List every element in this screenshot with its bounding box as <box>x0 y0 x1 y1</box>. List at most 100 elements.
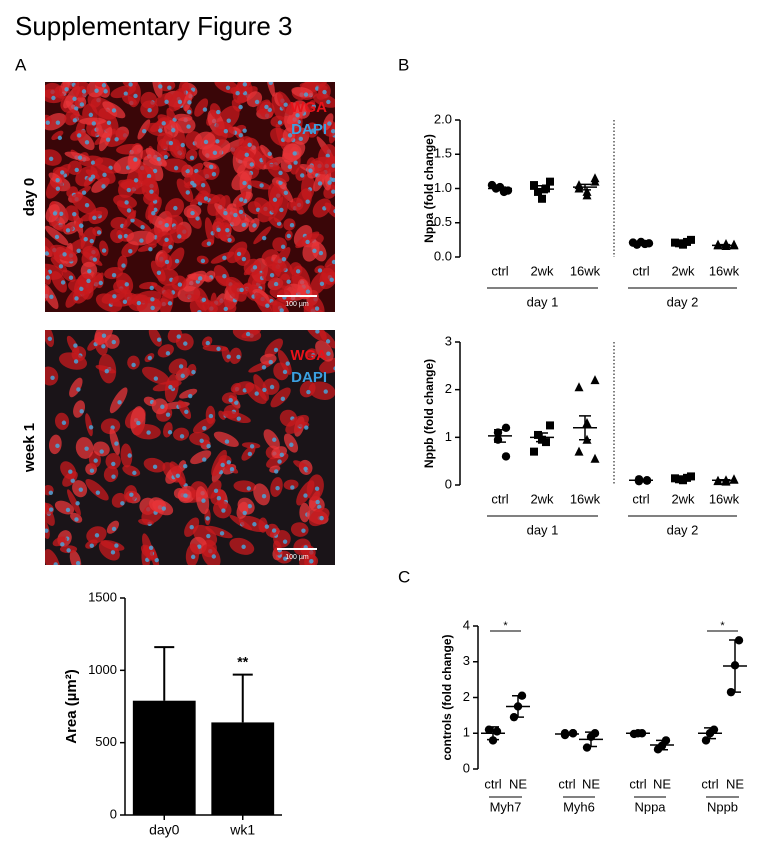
nucleus <box>242 510 247 516</box>
cell <box>189 299 207 312</box>
nucleus <box>326 99 331 105</box>
nucleus <box>244 152 249 158</box>
nucleus <box>102 172 107 178</box>
nucleus <box>148 247 153 252</box>
nucleus <box>322 89 327 95</box>
nucleus <box>96 230 102 235</box>
cell <box>152 380 182 392</box>
nucleus <box>327 121 332 126</box>
y-tick-label: 0 <box>445 476 452 491</box>
nucleus <box>238 104 243 110</box>
nucleus <box>101 83 107 88</box>
cell <box>169 461 186 485</box>
nucleus <box>209 164 214 169</box>
cell <box>299 380 316 398</box>
nucleus <box>282 539 288 544</box>
nucleus <box>279 452 284 458</box>
nucleus <box>264 524 270 529</box>
nucleus <box>74 106 79 111</box>
nucleus <box>114 543 119 548</box>
nucleus <box>331 189 335 194</box>
nucleus <box>283 556 288 561</box>
cell <box>60 461 77 480</box>
nucleus <box>164 99 169 104</box>
nucleus <box>278 180 283 185</box>
nucleus <box>314 486 320 491</box>
nucleus <box>140 225 145 230</box>
nucleus <box>150 305 155 311</box>
nucleus <box>226 118 231 123</box>
cell <box>85 479 109 501</box>
nucleus <box>55 443 60 449</box>
group-label: day 2 <box>667 294 699 309</box>
cell <box>157 132 178 152</box>
error-bar <box>512 694 524 718</box>
error-bar <box>632 731 644 735</box>
y-tick-label: 0.5 <box>434 214 452 229</box>
cell <box>267 163 290 183</box>
significance: * <box>503 620 508 632</box>
nucleus <box>185 190 190 195</box>
nucleus <box>79 286 84 291</box>
nucleus <box>223 306 228 312</box>
nucleus <box>168 140 174 146</box>
cell <box>45 204 60 223</box>
nucleus <box>272 437 277 442</box>
nucleus <box>49 294 54 300</box>
nucleus <box>94 533 100 538</box>
x-tick-label: NE <box>653 776 671 791</box>
micrograph-content <box>45 82 335 312</box>
cell <box>167 330 183 343</box>
cell <box>214 203 232 221</box>
nucleus <box>48 507 54 512</box>
nucleus <box>330 128 335 134</box>
nucleus <box>101 248 107 253</box>
nucleus <box>278 170 283 176</box>
nucleus <box>239 197 244 202</box>
nucleus <box>254 391 259 396</box>
nucleus <box>202 457 207 462</box>
cell <box>100 418 121 435</box>
x-tick-label: ctrl <box>632 491 649 506</box>
data-point <box>546 177 554 186</box>
cell <box>293 538 311 556</box>
cell <box>325 271 335 283</box>
nucleus <box>197 276 203 281</box>
group-label: day 2 <box>667 522 699 537</box>
nucleus <box>227 237 232 243</box>
y-tick-label: 1000 <box>88 662 117 677</box>
nucleus <box>186 124 191 129</box>
nucleus <box>175 473 181 478</box>
nucleus <box>174 258 180 264</box>
nucleus <box>208 413 214 419</box>
cell <box>109 387 128 414</box>
nucleus <box>84 140 90 145</box>
nucleus <box>89 543 94 548</box>
cell <box>207 299 237 312</box>
nucleus <box>225 85 231 91</box>
y-tick-label: 1.5 <box>434 146 452 161</box>
nucleus <box>262 387 267 393</box>
x-tick-label: 2wk <box>671 263 695 278</box>
data-point <box>501 452 511 461</box>
cell <box>109 428 120 455</box>
cell <box>295 188 312 215</box>
x-tick-label: ctrl <box>484 776 501 791</box>
cell <box>176 178 194 203</box>
nucleus <box>213 488 219 493</box>
nucleus <box>99 449 104 454</box>
nucleus <box>303 493 308 498</box>
nucleus <box>226 460 231 465</box>
nucleus <box>173 205 178 211</box>
nucleus <box>186 109 192 115</box>
group-label: Nppb <box>707 799 738 814</box>
cell <box>213 264 230 287</box>
nucleus <box>167 301 173 306</box>
nucleus <box>111 526 117 532</box>
nucleus <box>112 294 117 299</box>
nucleus <box>267 107 272 113</box>
nucleus <box>92 215 97 221</box>
y-tick-label: 1.0 <box>434 180 452 195</box>
nucleus <box>124 200 129 205</box>
